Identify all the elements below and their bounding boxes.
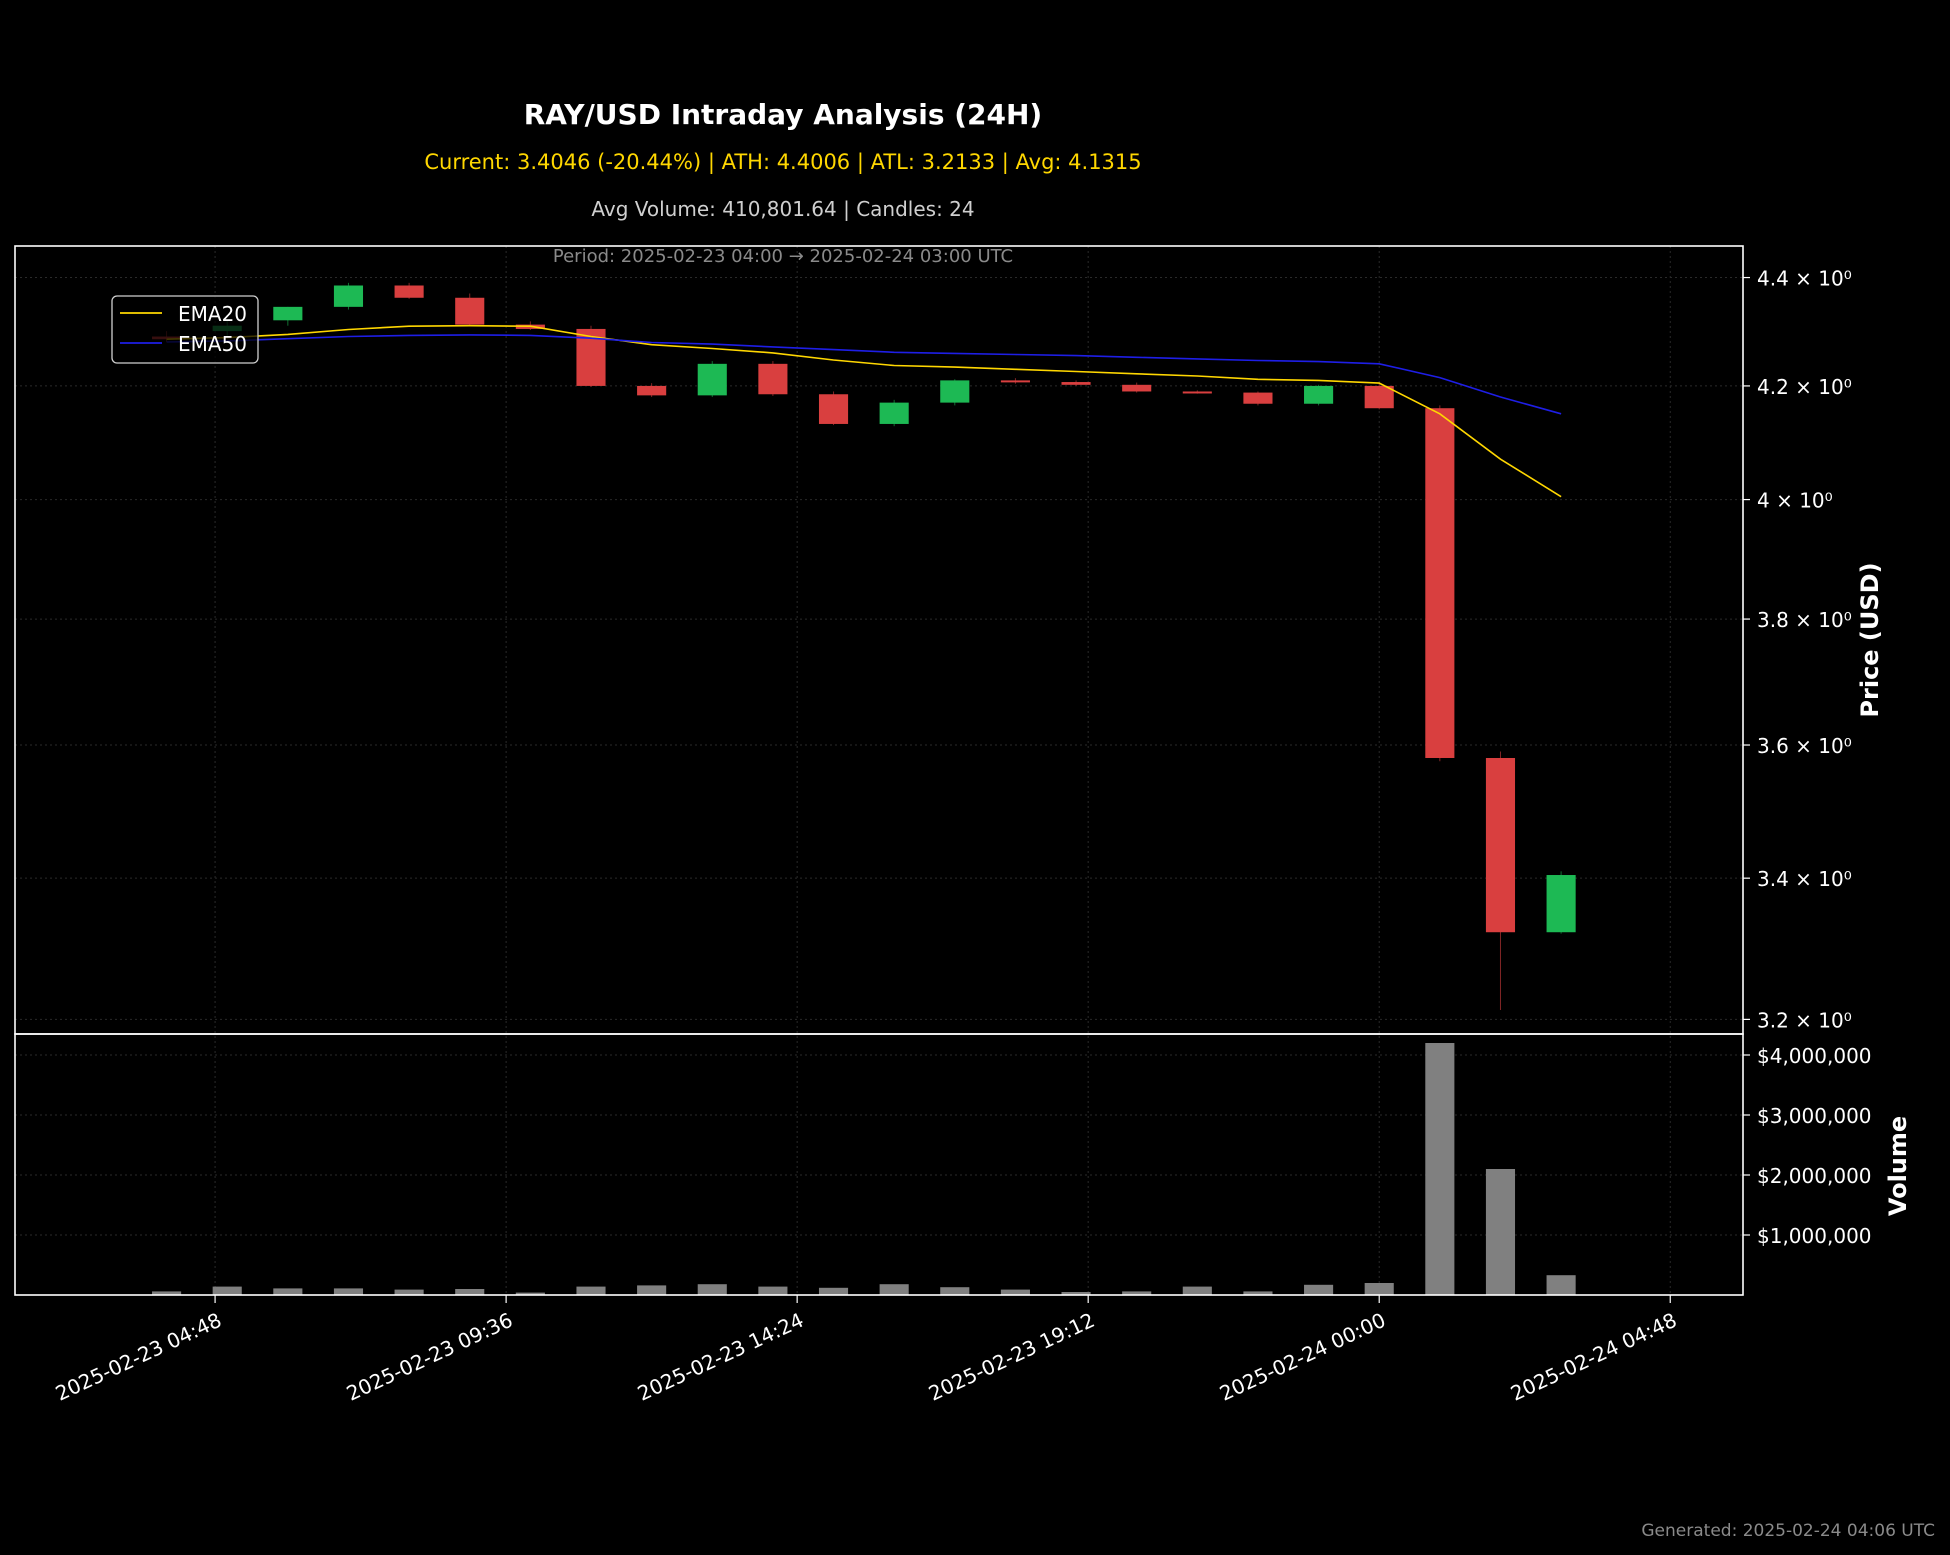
volume-axis-label: Volume xyxy=(1884,1116,1912,1216)
legend-ema20-label: EMA20 xyxy=(178,302,247,326)
time-tick-label: 2025-02-24 04:48 xyxy=(1507,1308,1680,1406)
volume-bar xyxy=(1486,1169,1515,1295)
candle-down xyxy=(819,394,848,424)
candle-up xyxy=(880,403,909,424)
volume-panel-frame xyxy=(15,1034,1743,1295)
volume-bar xyxy=(213,1287,242,1295)
generated-timestamp: Generated: 2025-02-24 04:06 UTC xyxy=(1641,1521,1935,1541)
time-axis: 2025-02-23 04:48 2025-02-23 09:36 2025-02-… xyxy=(52,1295,1681,1406)
period-label: Period: 2025-02-23 04:00 → 2025-02-24 03… xyxy=(553,246,1013,267)
volume-tick-label: $3,000,000 xyxy=(1757,1104,1872,1128)
ema-line-ema50 xyxy=(167,335,1562,414)
volume-bar xyxy=(273,1288,302,1295)
legend-ema50-label: EMA50 xyxy=(178,332,247,356)
price-tick-label: 4 × 10⁰ xyxy=(1757,489,1833,513)
volume-bar xyxy=(395,1290,424,1295)
volume-axis: $1,000,000 $2,000,000 $3,000,000 $4,000,000 xyxy=(1743,1044,1872,1248)
ema-lines xyxy=(167,326,1562,497)
volume-bar xyxy=(880,1284,909,1295)
price-tick-label: 3.6 × 10⁰ xyxy=(1757,734,1852,758)
volume-bar xyxy=(637,1285,666,1295)
candle-up xyxy=(273,307,302,320)
time-tick-label: 2025-02-23 19:12 xyxy=(925,1308,1098,1406)
volume-bar xyxy=(1425,1043,1454,1295)
time-tick-label: 2025-02-23 09:36 xyxy=(343,1308,516,1406)
price-tick-label: 4.4 × 10⁰ xyxy=(1757,267,1852,291)
price-axis-label: Price (USD) xyxy=(1856,562,1884,717)
candle-down xyxy=(1001,380,1030,382)
candle-up xyxy=(334,286,363,307)
candle-down xyxy=(1062,382,1091,385)
volume-bar xyxy=(698,1284,727,1295)
volume-bar xyxy=(819,1288,848,1295)
price-tick-label: 4.2 × 10⁰ xyxy=(1757,375,1852,399)
candle-up xyxy=(1547,875,1576,932)
candle-down xyxy=(1243,393,1272,404)
volume-bar xyxy=(1365,1283,1394,1295)
candle-down xyxy=(1365,386,1394,408)
volume-bar xyxy=(1547,1275,1576,1295)
candle-down xyxy=(758,364,787,394)
volume-bar xyxy=(455,1289,484,1295)
time-tick-label: 2025-02-24 00:00 xyxy=(1216,1308,1389,1406)
volume-bar xyxy=(940,1287,969,1295)
volume-bar xyxy=(1001,1290,1030,1295)
volume-tick-label: $4,000,000 xyxy=(1757,1044,1872,1068)
candles xyxy=(152,283,1576,1010)
price-axis: 3.2 × 10⁰ 3.4 × 10⁰ 3.6 × 10⁰ 3.8 × 10⁰ 4 × … xyxy=(1743,267,1852,1033)
candle-down xyxy=(1486,758,1515,932)
candle-down xyxy=(1425,408,1454,758)
volume-tick-label: $2,000,000 xyxy=(1757,1164,1872,1188)
volume-bar xyxy=(576,1287,605,1295)
volume-bar xyxy=(334,1288,363,1295)
candle-up xyxy=(940,380,969,402)
candle-up xyxy=(1304,386,1333,404)
legend: EMA20 EMA50 xyxy=(112,296,258,363)
volume-tick-label: $1,000,000 xyxy=(1757,1224,1872,1248)
candle-down xyxy=(455,298,484,325)
volume-bars xyxy=(152,1043,1576,1295)
price-tick-label: 3.2 × 10⁰ xyxy=(1757,1008,1852,1032)
volume-bar xyxy=(1304,1285,1333,1295)
grid-lines xyxy=(15,246,1743,1295)
price-tick-label: 3.8 × 10⁰ xyxy=(1757,608,1852,632)
volume-bar xyxy=(1183,1287,1212,1295)
price-tick-label: 3.4 × 10⁰ xyxy=(1757,867,1852,891)
volume-bar xyxy=(758,1287,787,1295)
time-tick-label: 2025-02-23 04:48 xyxy=(52,1308,225,1406)
candle-down xyxy=(1183,391,1212,393)
candle-up xyxy=(698,364,727,396)
candle-down xyxy=(395,286,424,298)
candle-down xyxy=(637,386,666,395)
candle-down xyxy=(1122,385,1151,392)
time-tick-label: 2025-02-23 14:24 xyxy=(634,1308,807,1406)
